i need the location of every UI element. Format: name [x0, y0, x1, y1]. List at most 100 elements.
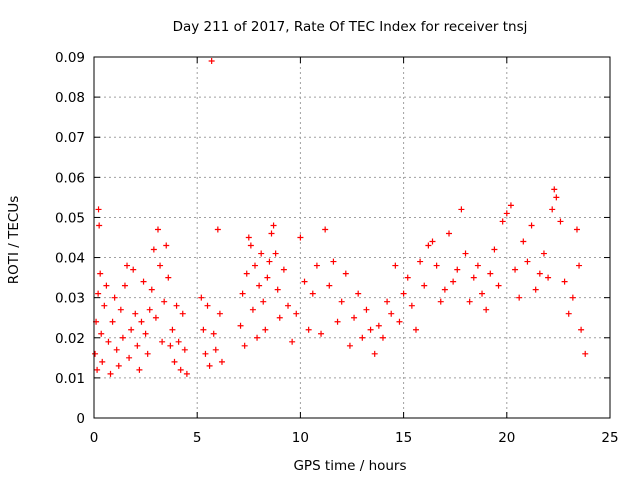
data-point: [136, 366, 143, 373]
data-point: [280, 266, 287, 273]
y-tick-label: 0.07: [55, 130, 85, 146]
data-point: [124, 262, 131, 269]
data-point: [375, 322, 382, 329]
data-point: [313, 262, 320, 269]
data-point: [163, 242, 170, 249]
data-point: [429, 238, 436, 245]
data-point: [524, 258, 531, 265]
data-point: [379, 334, 386, 341]
data-point: [458, 206, 465, 213]
data-point: [251, 262, 258, 269]
data-point: [241, 342, 248, 349]
x-tick-labels: 0 5 10 15 20 25: [90, 430, 619, 446]
data-point: [119, 334, 126, 341]
data-point: [540, 250, 547, 257]
data-point: [247, 242, 254, 249]
data-point: [208, 58, 215, 65]
data-point: [152, 314, 159, 321]
data-point: [363, 306, 370, 313]
data-point: [578, 326, 585, 333]
data-point: [466, 298, 473, 305]
data-point: [260, 298, 267, 305]
grid-lines: [94, 57, 610, 418]
data-point: [276, 314, 283, 321]
data-point: [301, 278, 308, 285]
data-point: [262, 326, 269, 333]
data-point: [553, 194, 560, 201]
data-point: [216, 310, 223, 317]
plot-frame: [93, 56, 611, 419]
data-points: [92, 58, 589, 377]
data-point: [388, 310, 395, 317]
data-point: [138, 318, 145, 325]
data-point: [132, 310, 139, 317]
data-point: [450, 278, 457, 285]
data-point: [200, 326, 207, 333]
data-point: [557, 218, 564, 225]
data-point: [330, 258, 337, 265]
y-tick-label: 0.02: [55, 331, 85, 347]
data-point: [346, 342, 353, 349]
data-point: [113, 346, 120, 353]
y-tick-label: 0.01: [55, 371, 85, 387]
data-point: [367, 326, 374, 333]
data-point: [173, 302, 180, 309]
data-point: [245, 234, 252, 241]
data-point: [441, 286, 448, 293]
data-point: [408, 302, 415, 309]
data-point: [254, 334, 261, 341]
data-point: [462, 250, 469, 257]
data-point: [109, 318, 116, 325]
data-point: [576, 262, 583, 269]
data-point: [503, 210, 510, 217]
y-axis-label: ROTI / TECUs: [6, 196, 22, 284]
x-tick-label: 5: [193, 430, 202, 446]
data-point: [495, 282, 502, 289]
data-point: [266, 258, 273, 265]
data-point: [272, 250, 279, 257]
data-point: [289, 338, 296, 345]
data-point: [214, 226, 221, 233]
data-point: [210, 330, 217, 337]
data-point: [417, 258, 424, 265]
data-point: [437, 298, 444, 305]
data-point: [98, 330, 105, 337]
data-point: [144, 350, 151, 357]
data-point: [268, 230, 275, 237]
data-point: [97, 270, 104, 277]
x-axis-label: GPS time / hours: [293, 458, 406, 474]
data-point: [159, 338, 166, 345]
data-point: [237, 322, 244, 329]
data-point: [202, 350, 209, 357]
data-point: [425, 242, 432, 249]
data-point: [105, 338, 112, 345]
data-point: [148, 286, 155, 293]
x-tick-label: 20: [498, 430, 515, 446]
data-point: [326, 282, 333, 289]
data-point: [582, 350, 589, 357]
data-point: [146, 306, 153, 313]
data-point: [165, 274, 172, 281]
data-point: [404, 274, 411, 281]
data-point: [334, 318, 341, 325]
data-point: [338, 298, 345, 305]
data-point: [551, 186, 558, 193]
data-point: [412, 326, 419, 333]
chart-title: Day 211 of 2017, Rate Of TEC Index for r…: [173, 19, 528, 35]
data-point: [545, 274, 552, 281]
data-point: [157, 262, 164, 269]
data-point: [293, 310, 300, 317]
data-point: [351, 314, 358, 321]
data-point: [516, 294, 523, 301]
y-tick-labels: 0 0.01 0.02 0.03 0.04 0.05 0.06 0.07 0.08 0.09: [55, 50, 85, 427]
data-point: [371, 350, 378, 357]
data-point: [305, 326, 312, 333]
data-point: [161, 298, 168, 305]
data-point: [117, 306, 124, 313]
data-point: [297, 234, 304, 241]
data-point: [483, 306, 490, 313]
data-point: [274, 286, 281, 293]
data-point: [454, 266, 461, 273]
data-point: [128, 326, 135, 333]
